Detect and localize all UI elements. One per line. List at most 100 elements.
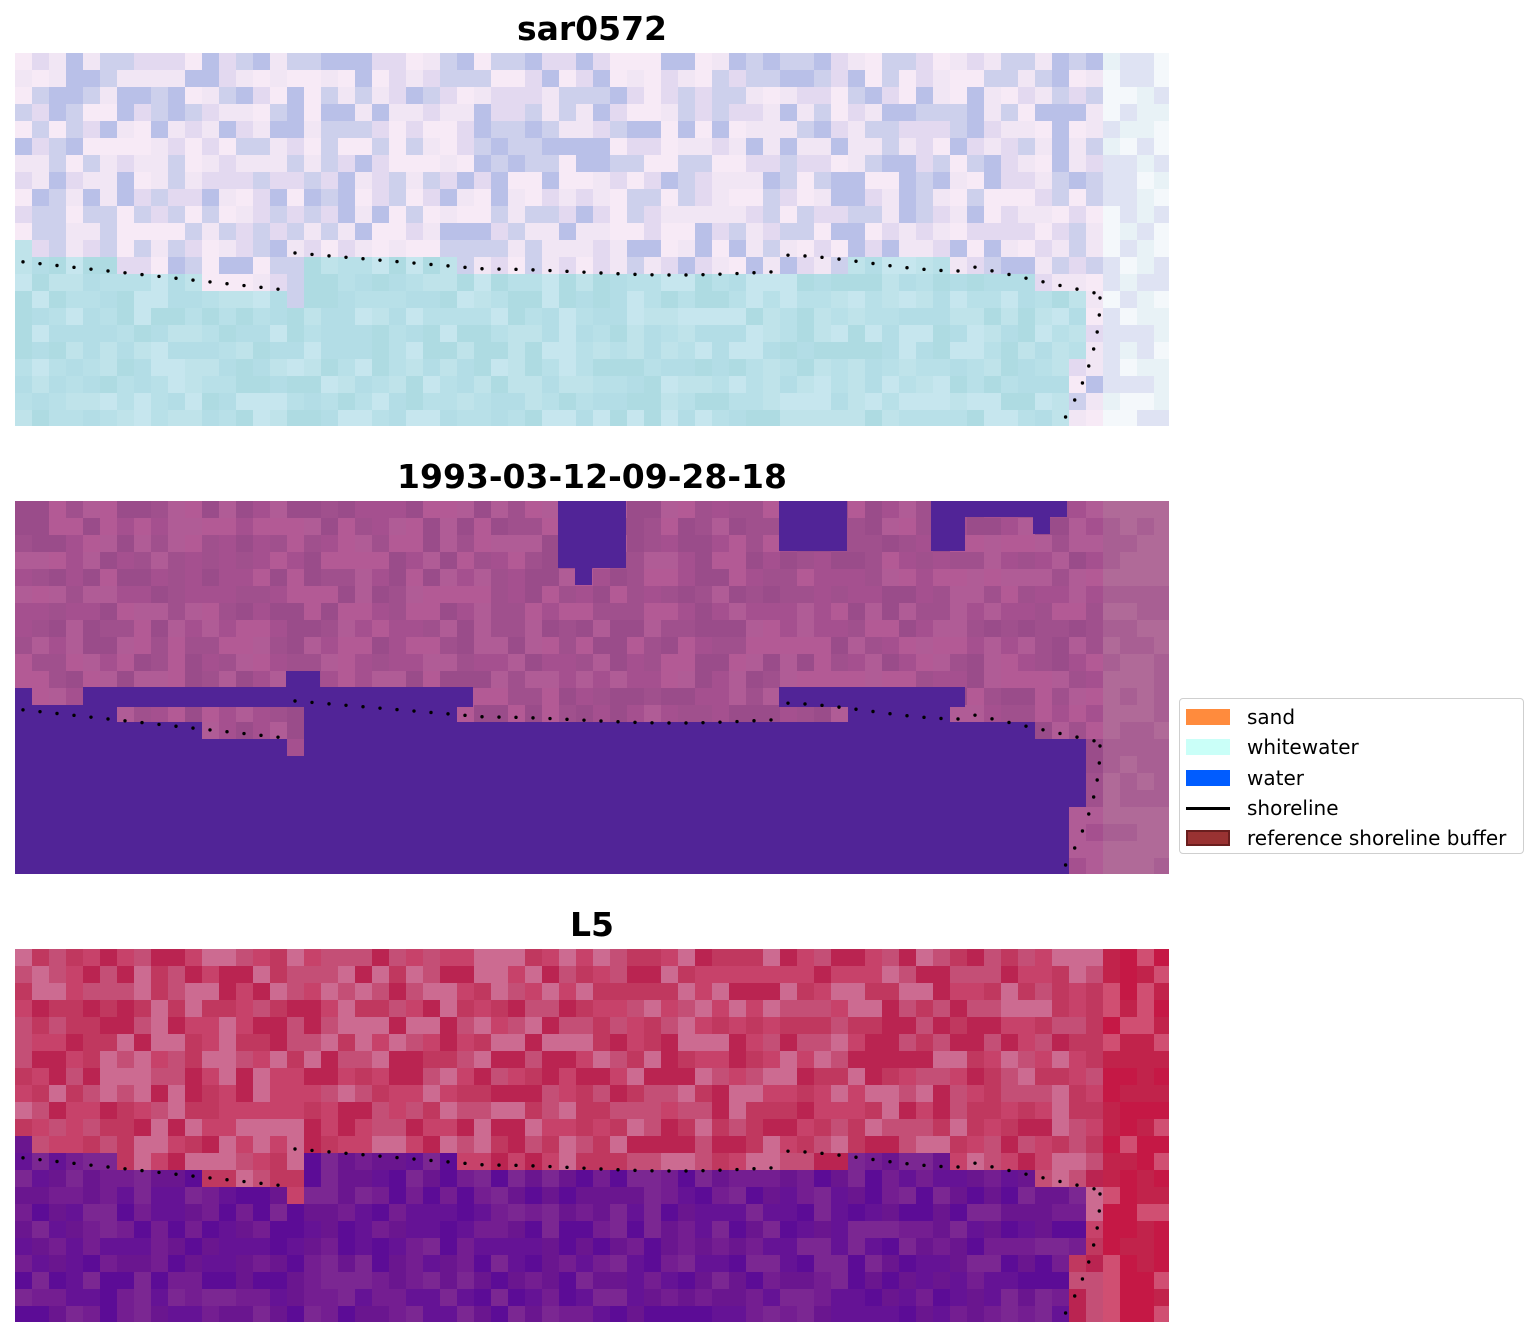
shoreline-point <box>89 715 93 719</box>
shoreline-point <box>514 267 518 272</box>
shoreline-point <box>344 703 348 707</box>
shoreline-point <box>480 267 484 271</box>
shoreline-point <box>1091 795 1096 799</box>
shoreline-point <box>1007 720 1011 725</box>
whitewater-swatch <box>1186 739 1230 755</box>
shoreline-point <box>106 269 110 273</box>
shoreline-point <box>650 721 654 725</box>
shoreline-point <box>752 271 756 275</box>
shoreline-point <box>854 1155 858 1159</box>
shoreline-point <box>293 251 297 255</box>
shoreline-point <box>344 255 348 259</box>
shoreline-point <box>1075 287 1079 291</box>
classified-image <box>15 501 1169 874</box>
shoreline-point <box>446 1160 450 1164</box>
sand-swatch <box>1186 709 1230 725</box>
shoreline-point <box>446 264 450 268</box>
shoreline-point <box>888 1160 892 1164</box>
shoreline-point <box>718 1168 722 1172</box>
shoreline-point <box>140 720 144 725</box>
shoreline-point <box>1058 731 1062 736</box>
shoreline-point <box>242 731 246 736</box>
shoreline-point <box>1095 778 1099 782</box>
shoreline-point <box>599 719 603 723</box>
shoreline-point <box>514 1163 518 1168</box>
shoreline-point <box>276 735 280 739</box>
shoreline-point <box>276 287 280 291</box>
shoreline-point <box>548 268 552 273</box>
shoreline-dots <box>21 251 1102 419</box>
shoreline-point <box>1024 724 1028 728</box>
shoreline-point <box>1091 1243 1096 1247</box>
shoreline-point <box>361 1153 365 1157</box>
legend-item-water: water <box>1180 762 1523 792</box>
legend-label-reference-buffer: reference shoreline buffer <box>1247 826 1507 850</box>
shoreline-point <box>480 715 484 719</box>
satellite-image-sar0572 <box>15 53 1169 426</box>
shoreline-point <box>242 1179 246 1184</box>
shoreline-point <box>191 1174 195 1178</box>
shoreline-point <box>973 265 977 269</box>
shoreline-point <box>480 1163 484 1167</box>
shoreline-point <box>905 1162 909 1166</box>
shoreline-point <box>1097 313 1101 317</box>
shoreline-point <box>565 1165 569 1170</box>
shoreline-point <box>174 1172 178 1176</box>
shoreline-point <box>21 1156 25 1160</box>
shoreline-point <box>497 715 501 719</box>
shoreline-point <box>922 1163 926 1168</box>
shoreline-point <box>378 706 382 710</box>
shoreline-point <box>650 1169 654 1173</box>
shoreline-point <box>1087 1260 1091 1264</box>
legend-label-water: water <box>1247 766 1304 790</box>
shoreline-point <box>55 1159 59 1164</box>
shoreline-point <box>1098 296 1102 300</box>
shoreline-point <box>55 711 59 716</box>
shoreline-point <box>599 271 603 275</box>
shoreline-point <box>786 253 790 257</box>
shoreline-point <box>956 1165 960 1169</box>
shoreline-point <box>871 261 875 266</box>
shoreline-point <box>429 1158 433 1163</box>
shoreline-point <box>548 1164 552 1169</box>
shoreline-point <box>429 262 433 267</box>
shoreline-point <box>412 709 416 713</box>
shoreline-point <box>106 717 110 721</box>
shoreline-point <box>820 1151 824 1156</box>
shoreline-point <box>633 720 637 725</box>
shoreline-dots <box>21 699 1102 867</box>
shoreline-point <box>531 1164 535 1168</box>
shoreline-point <box>463 713 467 718</box>
shoreline-point <box>38 1157 42 1162</box>
shoreline-point <box>633 272 637 277</box>
shoreline-point <box>1058 283 1062 288</box>
shoreline-point <box>1098 1192 1102 1196</box>
shoreline-point <box>1024 276 1028 280</box>
shoreline-point <box>1097 761 1101 765</box>
shoreline-point <box>684 273 688 277</box>
shoreline-point <box>616 272 620 276</box>
shoreline-point <box>157 274 161 279</box>
shoreline-point <box>123 719 127 723</box>
shoreline-point <box>514 715 518 720</box>
shoreline-point <box>310 1148 314 1153</box>
shoreline-point <box>973 713 977 717</box>
legend-item-shoreline: shoreline <box>1180 792 1523 822</box>
shoreline-point <box>429 710 433 715</box>
shoreline-point <box>871 709 875 714</box>
shoreline-point <box>701 1168 705 1173</box>
shoreline-point <box>310 252 314 257</box>
shoreline-point <box>38 709 42 714</box>
shoreline-point <box>667 721 671 725</box>
shoreline-point <box>769 270 773 274</box>
shoreline-point <box>395 259 399 264</box>
shoreline-point <box>1080 1277 1085 1281</box>
shoreline-point <box>259 1181 263 1186</box>
shoreline-point <box>531 268 535 272</box>
shoreline-point <box>89 267 93 271</box>
shoreline-point <box>1097 1209 1101 1213</box>
legend: sand whitewater water shoreline referenc… <box>1179 698 1524 854</box>
shoreline-point <box>21 260 25 264</box>
shoreline-point <box>599 1167 603 1171</box>
shoreline-point <box>1087 812 1091 816</box>
